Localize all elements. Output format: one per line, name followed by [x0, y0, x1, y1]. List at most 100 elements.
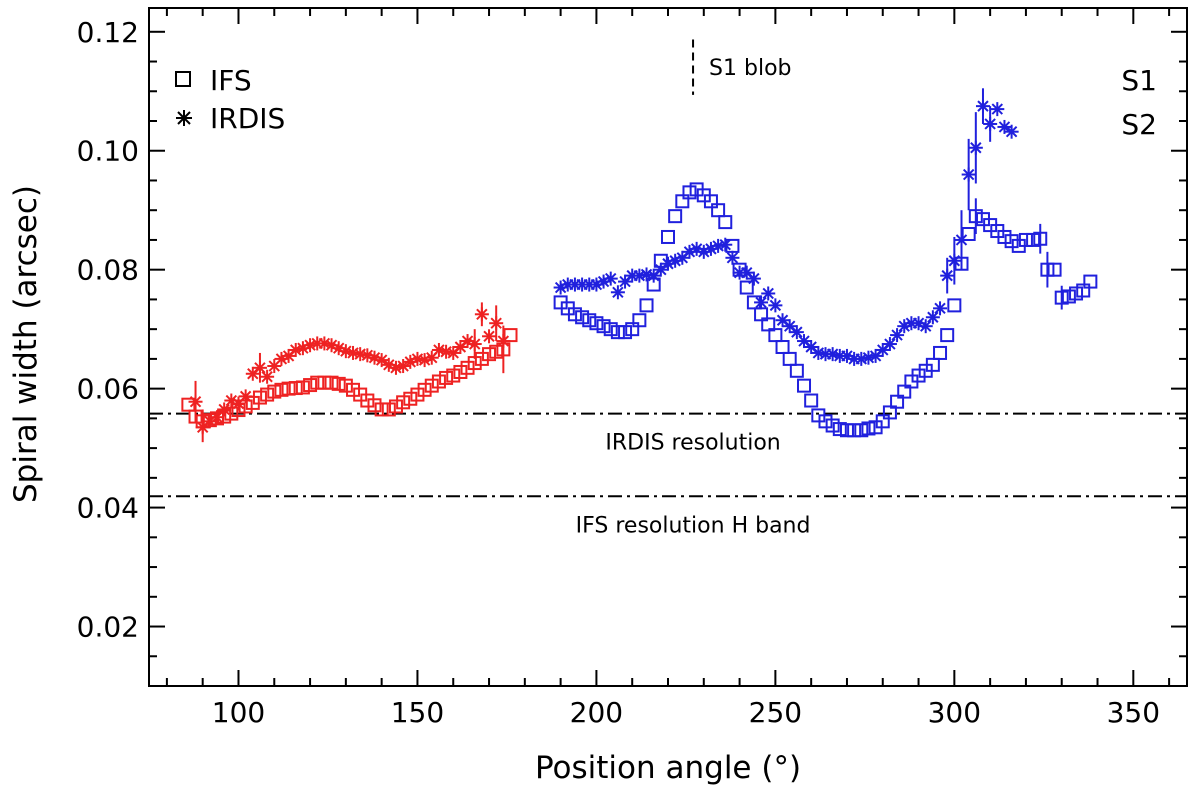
resolution-lines: [149, 412, 1187, 498]
data-point-asterisk: [890, 328, 905, 343]
asterisk-stroke: [712, 240, 724, 252]
asterisk-stroke: [791, 326, 803, 338]
data-point-square: [303, 378, 318, 393]
data-point-square: [847, 423, 862, 438]
data-point-square: [460, 360, 475, 375]
y-tick-label: 0.08: [77, 254, 139, 287]
data-point-asterisk: [596, 274, 611, 289]
asterisk-stroke: [390, 362, 402, 374]
data-point-asterisk: [997, 119, 1012, 134]
data-point-square: [797, 378, 812, 393]
asterisk-stroke: [483, 330, 495, 343]
x-tick-label: 300: [928, 696, 981, 729]
data-point-square: [224, 406, 239, 421]
data-point-square: [739, 280, 754, 295]
data-point-square: [603, 322, 618, 337]
data-point-square: [388, 399, 403, 414]
legend-ifs-label: IFS: [210, 64, 252, 97]
data-point-square: [897, 384, 912, 399]
asterisk-stroke: [1005, 125, 1018, 138]
data-point-square: [668, 209, 683, 224]
legend-s2-label: S2: [1121, 108, 1157, 141]
data-point-square: [431, 374, 446, 389]
legend-s1-label: S1: [1121, 64, 1157, 97]
data-point-square: [618, 325, 633, 340]
data-point-square: [181, 397, 196, 412]
data-point-square: [968, 209, 983, 224]
data-point-square: [911, 368, 926, 383]
data-point-square: [682, 185, 697, 200]
data-point-square: [267, 384, 282, 399]
data-point-square: [661, 229, 675, 244]
data-point-square: [1026, 232, 1041, 247]
asterisk-stroke: [927, 311, 939, 323]
asterisk-stroke: [741, 266, 753, 279]
data-point-square: [961, 227, 976, 241]
data-point-square: [281, 381, 296, 396]
asterisk-stroke: [490, 317, 502, 329]
data-point-asterisk: [603, 271, 618, 286]
data-point-square: [589, 316, 604, 331]
data-point-asterisk: [474, 307, 489, 322]
data-point-square: [396, 395, 411, 410]
data-point-square: [947, 298, 962, 313]
data-point-square: [1069, 286, 1084, 301]
data-point-square: [940, 328, 955, 343]
data-point-square: [596, 319, 611, 334]
asterisk-stroke: [783, 320, 796, 332]
asterisk-stroke: [375, 354, 388, 366]
data-series: [181, 88, 1098, 443]
y-tick-label: 0.10: [77, 135, 139, 168]
asterisk-stroke: [776, 314, 789, 326]
data-point-square: [703, 194, 718, 209]
asterisk-stroke: [325, 339, 338, 351]
data-point-square: [324, 375, 339, 390]
data-point-square: [338, 378, 353, 393]
asterisk-stroke: [368, 351, 381, 364]
legend-irdis-label: IRDIS: [210, 102, 285, 135]
asterisk-stroke: [970, 142, 982, 154]
data-point-asterisk: [260, 369, 275, 384]
asterisk-stroke: [290, 344, 302, 356]
asterisk-stroke: [332, 342, 345, 354]
data-point-asterisk: [990, 102, 1005, 117]
data-point-asterisk: [968, 140, 983, 155]
data-point-asterisk: [210, 410, 225, 425]
data-point-square: [1033, 231, 1048, 246]
data-point-square: [1047, 262, 1062, 277]
data-point-asterisk: [940, 268, 955, 283]
data-point-asterisk: [467, 337, 482, 352]
data-point-asterisk: [954, 232, 969, 247]
data-point-square: [367, 398, 382, 413]
data-point-square: [567, 307, 582, 322]
data-point-asterisk: [768, 298, 783, 313]
asterisk-stroke: [841, 350, 853, 362]
data-point-square: [346, 382, 361, 397]
data-point-square: [768, 328, 783, 343]
asterisk-stroke: [891, 329, 903, 341]
data-point-square: [1040, 262, 1055, 277]
data-point-square: [575, 310, 590, 325]
asterisk-stroke: [955, 234, 968, 246]
s1-irdis-series: [553, 88, 1019, 366]
data-point-square: [890, 394, 905, 409]
data-point-square: [453, 364, 468, 379]
data-point-square: [861, 421, 876, 436]
asterisk-stroke: [476, 308, 488, 320]
data-point-square: [610, 325, 625, 340]
x-tick-label: 250: [749, 696, 802, 729]
data-point-asterisk: [983, 116, 998, 131]
data-point-square: [711, 203, 726, 218]
asterisk-stroke: [469, 338, 481, 350]
data-point-square: [804, 393, 819, 408]
data-point-square: [482, 347, 497, 362]
data-point-asterisk: [882, 337, 897, 352]
data-point-square: [1004, 234, 1019, 249]
x-tick-label: 100: [212, 696, 265, 729]
ifs-resolution-label: IFS resolution H band: [576, 513, 811, 538]
data-point-asterisk: [661, 256, 675, 271]
asterisk-stroke: [912, 317, 925, 329]
asterisk-stroke: [254, 362, 266, 374]
data-point-square: [446, 368, 461, 383]
s1-ifs-series: [553, 182, 1098, 438]
